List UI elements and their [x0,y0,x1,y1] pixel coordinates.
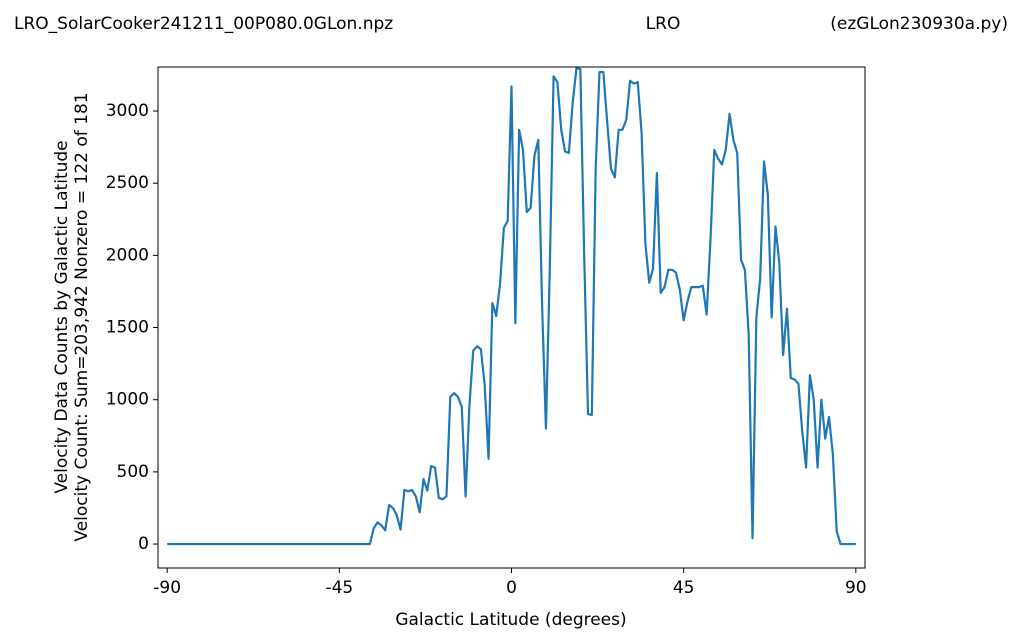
y-tick-label: 1500 [106,318,149,338]
chart-title-right: (ezGLon230930a.py) [830,14,1008,34]
y-tick-label: 0 [138,534,149,554]
x-tick-label: 0 [506,578,517,598]
plot-frame [157,66,866,569]
x-tick-label: 90 [845,578,867,598]
y-axis-label: Velocity Count: Sum=203,942 Nonzero = 12… [72,92,92,541]
y-tick-label: 500 [117,462,149,482]
y-tick-label: 3000 [106,101,149,121]
x-tick-label: 45 [673,578,695,598]
chart-title: LRO_SolarCooker241211_00P080.0GLon.npz [14,14,393,34]
y-tick-label: 1000 [106,390,149,410]
y-tick-label: 2000 [106,245,149,265]
y-tick-label: 2500 [106,173,149,193]
chart-title-center: LRO [646,14,681,34]
x-tick-label: -90 [153,578,181,598]
y-axis-label: Velocity Data Counts by Galactic Latitud… [52,140,72,493]
x-tick-label: -45 [325,578,353,598]
data-line [167,66,856,546]
x-axis-label: Galactic Latitude (degrees) [395,610,626,630]
